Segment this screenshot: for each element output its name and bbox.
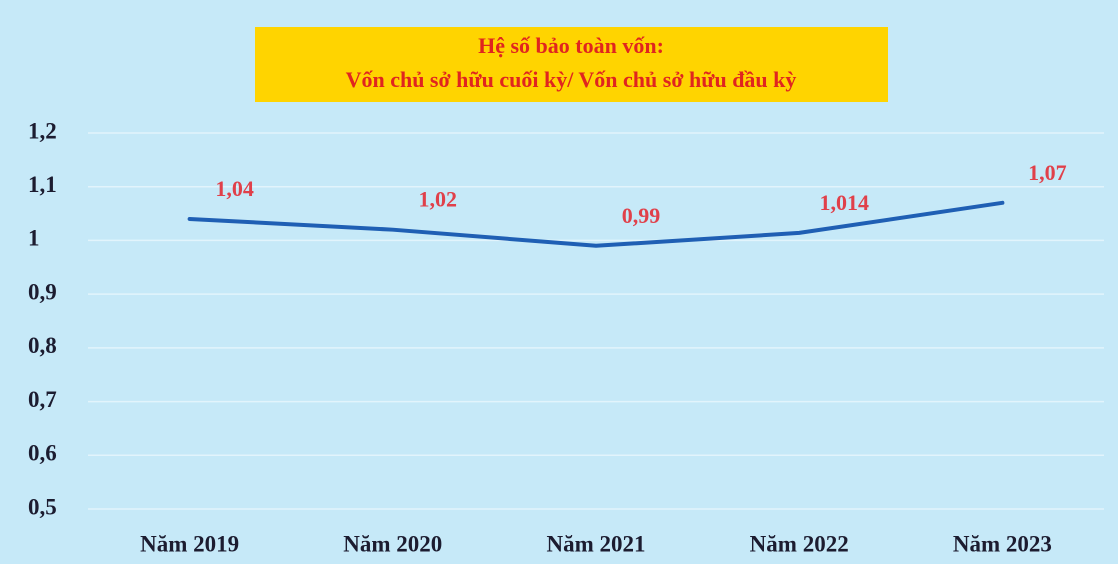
y-tick-label: 1,1 — [28, 172, 57, 197]
data-label: 0,99 — [622, 203, 661, 228]
x-tick-label: Năm 2023 — [953, 531, 1052, 556]
y-tick-label: 0,7 — [28, 387, 57, 412]
y-tick-label: 1 — [28, 226, 40, 251]
x-tick-label: Năm 2020 — [343, 531, 442, 556]
y-tick-label: 0,6 — [28, 441, 57, 466]
y-tick-label: 1,2 — [28, 118, 57, 143]
data-label: 1,02 — [419, 187, 458, 212]
x-tick-label: Năm 2022 — [750, 531, 849, 556]
data-label: 1,014 — [819, 190, 869, 215]
x-tick-label: Năm 2019 — [140, 531, 239, 556]
x-tick-label: Năm 2021 — [546, 531, 645, 556]
data-label: 1,07 — [1028, 160, 1067, 185]
line — [187, 200, 1005, 248]
data-label: 1,04 — [215, 176, 254, 201]
chart-title: Hệ số bảo toàn vốn: — [478, 33, 664, 58]
y-tick-label: 0,5 — [28, 494, 57, 519]
title-box — [255, 27, 888, 102]
chart-subtitle: Vốn chủ sở hữu cuối kỳ/ Vốn chủ sở hữu đ… — [346, 67, 797, 92]
y-tick-label: 0,8 — [28, 333, 57, 358]
y-tick-label: 0,9 — [28, 279, 57, 304]
